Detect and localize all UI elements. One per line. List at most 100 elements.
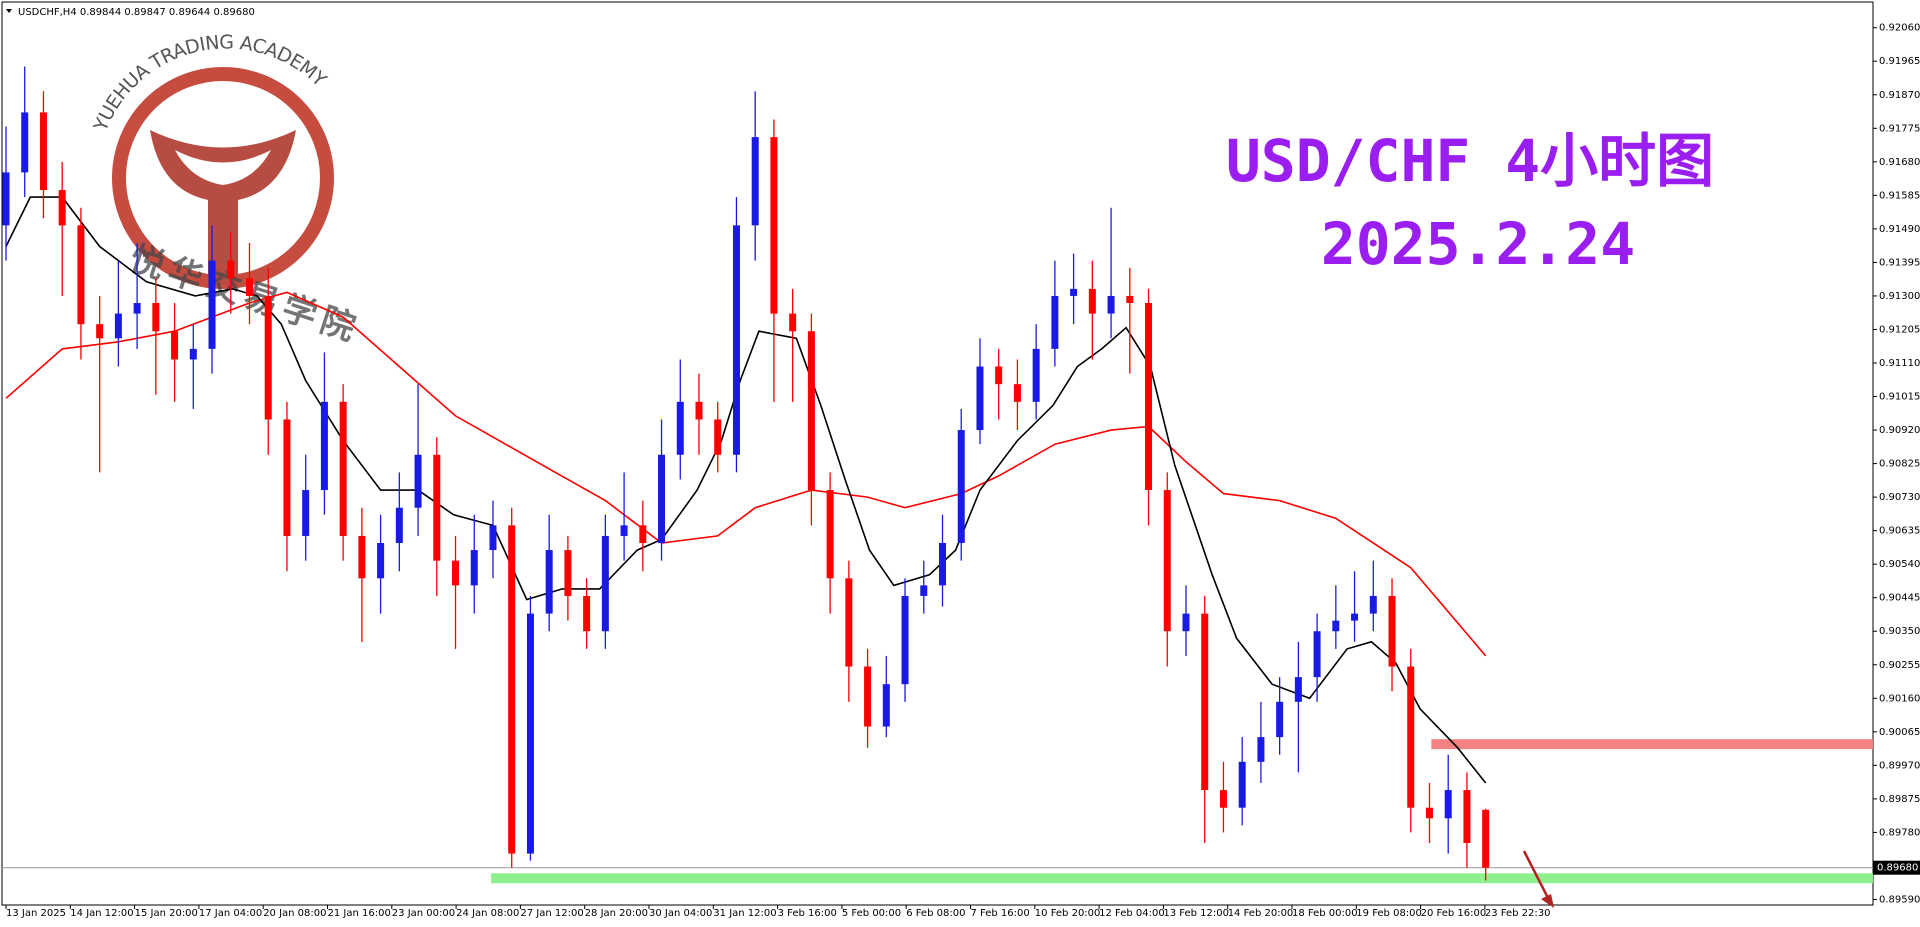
candle-body — [58, 190, 66, 226]
y-tick-label: 0.91300 — [1879, 291, 1920, 302]
candle-body — [1482, 809, 1490, 868]
y-tick-label: 0.90635 — [1879, 526, 1920, 537]
candle-body — [601, 535, 609, 632]
x-tick-label: 27 Jan 12:00 — [520, 908, 583, 919]
candle-body — [526, 613, 534, 854]
header-arrow — [6, 9, 12, 13]
candle-body — [1294, 677, 1302, 702]
candle-body — [695, 401, 703, 420]
x-tick-label: 3 Feb 16:00 — [778, 908, 837, 919]
candle-body — [770, 137, 778, 314]
y-tick-label: 0.90160 — [1879, 693, 1920, 704]
candle-body — [283, 419, 291, 536]
candle-body — [732, 225, 740, 455]
x-tick-label: 13 Jan 2025 — [6, 908, 66, 919]
candle-body — [845, 578, 853, 667]
candle-body — [1351, 613, 1359, 621]
candle-body — [114, 313, 122, 339]
arrow-head — [1541, 894, 1554, 908]
x-tick-label: 17 Jan 04:00 — [199, 908, 262, 919]
price-zone — [491, 873, 1874, 884]
candle-body — [826, 490, 834, 579]
candle-body — [864, 666, 872, 727]
x-tick-label: 12 Feb 04:00 — [1099, 908, 1165, 919]
candle-body — [358, 535, 366, 579]
y-tick-label: 0.89590 — [1879, 894, 1920, 905]
candle-body — [807, 331, 815, 491]
moving-average — [5, 291, 1487, 657]
candle-body — [995, 366, 1003, 385]
plot-layer — [2, 66, 1874, 884]
candle-body — [433, 454, 441, 561]
candle-body — [2, 172, 10, 226]
x-tick-label: 13 Feb 12:00 — [1163, 908, 1229, 919]
candle-body — [171, 331, 179, 360]
x-tick-label: 30 Jan 04:00 — [649, 908, 712, 919]
candle-body — [1407, 666, 1415, 808]
candle-body — [414, 454, 422, 508]
candle-body — [470, 550, 478, 586]
candle-body — [1051, 295, 1059, 349]
candle-body — [676, 401, 684, 455]
candle-body — [1163, 490, 1171, 632]
candle-body — [1313, 631, 1321, 678]
x-tick-label: 18 Feb 00:00 — [1292, 908, 1358, 919]
y-tick-label: 0.90730 — [1879, 492, 1920, 503]
y-tick-label: 0.89875 — [1879, 794, 1920, 805]
candle-body — [583, 595, 591, 632]
price-zone — [1431, 739, 1873, 750]
candle-body — [489, 525, 497, 551]
x-tick-label: 20 Feb 16:00 — [1421, 908, 1487, 919]
arrow-line — [1522, 850, 1550, 899]
candle-body — [714, 419, 722, 455]
candle-body — [377, 543, 385, 579]
candle-body — [751, 137, 759, 226]
y-tick-label: 0.90255 — [1879, 660, 1920, 671]
candle-body — [302, 490, 310, 536]
annotation-arrow — [1522, 850, 1554, 908]
candle-body — [452, 560, 460, 586]
candle-body — [564, 550, 572, 596]
candle-body — [1238, 761, 1246, 808]
y-tick-label: 0.91110 — [1879, 358, 1920, 369]
candle-body — [189, 348, 197, 360]
candle-body — [1332, 620, 1340, 632]
candle-body — [339, 401, 347, 536]
candle-body — [1107, 295, 1115, 314]
candle-body — [1088, 288, 1096, 314]
candle-body — [1219, 790, 1227, 808]
y-tick-label: 0.91965 — [1879, 56, 1920, 67]
y-tick-label: 0.91015 — [1879, 392, 1920, 403]
x-tick-label: 5 Feb 00:00 — [842, 908, 901, 919]
candle-body — [882, 684, 890, 727]
y-tick-label: 0.90920 — [1879, 425, 1920, 436]
y-tick-label: 0.89780 — [1879, 827, 1920, 838]
logo-y — [150, 130, 296, 285]
candle-body — [789, 313, 797, 332]
candle-body — [152, 303, 160, 332]
symbol-header: USDCHF,H4 0.89844 0.89847 0.89644 0.8968… — [18, 7, 255, 18]
candle-body — [939, 543, 946, 586]
y-tick-label: 0.91775 — [1879, 123, 1920, 134]
y-tick-label: 0.90540 — [1879, 559, 1920, 570]
candle-body — [920, 585, 928, 596]
y-tick-label: 0.91870 — [1879, 90, 1920, 101]
candle-body — [21, 112, 29, 173]
candle-body — [245, 278, 253, 296]
x-tick-label: 15 Jan 20:00 — [135, 908, 198, 919]
candle-body — [1463, 790, 1471, 843]
candle-body — [320, 401, 328, 491]
last-price-label: 0.89680 — [1877, 863, 1918, 874]
candle-body — [658, 454, 666, 543]
chart-subtitle: 2025.2.24 — [1321, 210, 1635, 278]
y-tick-label: 0.91680 — [1879, 157, 1920, 168]
y-tick-label: 0.92060 — [1879, 23, 1920, 34]
candle-body — [1032, 348, 1040, 402]
candle-body — [1013, 384, 1021, 402]
x-tick-label: 14 Feb 20:00 — [1228, 908, 1294, 919]
candle-body — [227, 260, 235, 279]
y-tick-label: 0.90065 — [1879, 727, 1920, 738]
candle-body — [39, 112, 47, 191]
candle-body — [1257, 737, 1265, 762]
